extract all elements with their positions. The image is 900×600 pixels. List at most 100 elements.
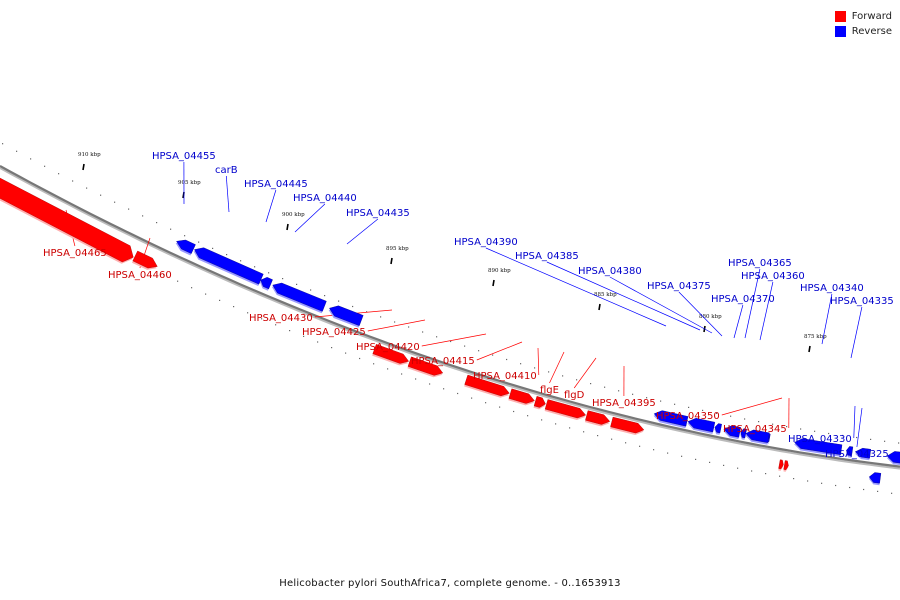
gene-arrow-carb[interactable] bbox=[194, 247, 264, 285]
gene-label-hpsa_04440[interactable]: HPSA_04440 bbox=[293, 193, 357, 204]
scale-dot bbox=[562, 375, 564, 377]
gene-label-hpsa_04445[interactable]: HPSA_04445 bbox=[244, 179, 308, 190]
gene-label-hpsa_04420[interactable]: HPSA_04420 bbox=[356, 342, 420, 353]
gene-arrow-hpsa_04380[interactable] bbox=[714, 423, 722, 434]
scale-dot bbox=[44, 165, 46, 167]
scale-dot bbox=[541, 419, 543, 421]
gene-label-flgd[interactable]: flgD bbox=[564, 390, 585, 401]
gene-label-carb[interactable]: carB bbox=[215, 165, 238, 176]
gene-arrow-hpsa_04330[interactable] bbox=[854, 447, 872, 459]
gene-arrow-hpsa_04335[interactable] bbox=[846, 446, 854, 457]
gene-label-hpsa_04345[interactable]: HPSA_04345 bbox=[723, 424, 787, 435]
scale-dot bbox=[737, 467, 739, 469]
scale-dot bbox=[289, 330, 291, 332]
gene-arrow-hpsa_04455[interactable] bbox=[176, 239, 196, 254]
gene-label-hpsa_04430[interactable]: HPSA_04430 bbox=[249, 313, 313, 324]
scale-dot bbox=[625, 442, 627, 444]
gene-arrow-flge[interactable] bbox=[544, 399, 587, 419]
gene-arrow-hpsa_04445[interactable] bbox=[260, 277, 273, 290]
gene-arrow-hpsa_04390[interactable] bbox=[653, 410, 689, 427]
scale-dot bbox=[128, 208, 130, 210]
gene-arrow-flgd[interactable] bbox=[585, 410, 611, 425]
gene-label-hpsa_04425[interactable]: HPSA_04425 bbox=[302, 327, 366, 338]
scale-dot bbox=[310, 289, 312, 291]
scale-dot bbox=[744, 418, 746, 420]
gene-arrow-hpsa_04435[interactable] bbox=[329, 305, 364, 326]
gene-label-hpsa_04380[interactable]: HPSA_04380 bbox=[578, 266, 642, 277]
gene-arrow-hpsa_04440[interactable] bbox=[272, 282, 327, 312]
gene-label-hpsa_04325[interactable]: HPSA_04325 bbox=[825, 449, 889, 460]
scale-dot bbox=[443, 388, 445, 390]
tick-label: 910 kbp bbox=[78, 152, 101, 158]
scale-dot bbox=[856, 436, 858, 439]
gene-arrow-edge[interactable] bbox=[886, 451, 900, 464]
gene-label-hpsa_04410[interactable]: HPSA_04410 bbox=[473, 371, 537, 382]
gene-arrow-hpsa_04420[interactable] bbox=[464, 374, 510, 397]
gene-arrow-hpsa_04325[interactable] bbox=[868, 472, 882, 484]
gene-label-hpsa_04365[interactable]: HPSA_04365 bbox=[728, 258, 792, 269]
scale-dot bbox=[338, 300, 340, 302]
scale-dot bbox=[842, 434, 844, 437]
scale-dot bbox=[863, 488, 865, 491]
gene-arrow-hpsa_04465[interactable] bbox=[0, 170, 134, 263]
gene-arrow-hpsa_04385[interactable] bbox=[687, 417, 716, 433]
gene-arrow-hpsa_04360[interactable] bbox=[768, 433, 771, 443]
gene-label-hpsa_04360[interactable]: HPSA_04360 bbox=[741, 271, 805, 282]
gene-arrow-hpsa_04375[interactable] bbox=[723, 425, 741, 438]
gene-label-hpsa_04385[interactable]: HPSA_04385 bbox=[515, 251, 579, 262]
forward-swatch bbox=[834, 11, 846, 22]
scale-dot bbox=[282, 278, 284, 280]
scale-dot bbox=[86, 187, 88, 189]
gene-label-hpsa_04350[interactable]: HPSA_04350 bbox=[656, 411, 720, 422]
gene-label-hpsa_04415[interactable]: HPSA_04415 bbox=[411, 356, 475, 367]
gene-arrow-hpsa_04460[interactable] bbox=[132, 250, 158, 269]
scale-dot bbox=[261, 318, 263, 320]
backbone-line bbox=[0, 165, 900, 468]
scale-dot bbox=[660, 400, 662, 402]
backbone-shadow bbox=[0, 167, 900, 470]
gene-label-hpsa_04330[interactable]: HPSA_04330 bbox=[788, 434, 852, 445]
gene-label-hpsa_04370[interactable]: HPSA_04370 bbox=[711, 294, 775, 305]
gene-arrow-hpsa_04340[interactable] bbox=[794, 438, 843, 455]
gene-arrow-hpsa_04350[interactable] bbox=[778, 459, 784, 470]
tick-label: 880 kbp bbox=[699, 314, 722, 320]
leader-line bbox=[265, 189, 277, 223]
gene-arrow-hpsa_04395[interactable] bbox=[610, 416, 645, 434]
gene-label-hpsa_04395[interactable]: HPSA_04395 bbox=[592, 398, 656, 409]
gene-arrow-hpsa_04415[interactable] bbox=[508, 388, 535, 404]
gene-label-hpsa_04465[interactable]: HPSA_04465 bbox=[43, 248, 107, 259]
gene-label-hpsa_04435[interactable]: HPSA_04435 bbox=[346, 208, 410, 219]
gene-arrow-hpsa_04410[interactable] bbox=[533, 396, 546, 408]
gene-arrow-hpsa_04345[interactable] bbox=[783, 460, 789, 471]
scale-dot bbox=[695, 458, 697, 460]
scale-dot bbox=[758, 421, 760, 423]
gene-label-flge[interactable]: flgE bbox=[540, 385, 559, 396]
gene-label-hpsa_04460[interactable]: HPSA_04460 bbox=[108, 270, 172, 281]
scale-dot bbox=[597, 435, 599, 437]
tick-mark bbox=[492, 279, 495, 287]
gene-label-hpsa_04335[interactable]: HPSA_04335 bbox=[830, 296, 894, 307]
gene-label-hpsa_04390[interactable]: HPSA_04390 bbox=[454, 237, 518, 248]
leader-line bbox=[733, 304, 744, 339]
gene-arrow-hpsa_04430[interactable] bbox=[372, 344, 410, 364]
scale-dot bbox=[247, 312, 249, 314]
scale-dot bbox=[870, 438, 872, 440]
legend-reverse[interactable]: Reverse bbox=[834, 24, 892, 39]
scale-dot bbox=[184, 235, 186, 237]
scale-dot bbox=[730, 415, 732, 417]
scale-dot bbox=[807, 480, 809, 482]
leader-line bbox=[856, 407, 863, 448]
scale-dot bbox=[198, 241, 200, 243]
gene-arrow-hpsa_04425[interactable] bbox=[407, 356, 444, 376]
leader-line bbox=[853, 405, 856, 439]
gene-label-hpsa_04375[interactable]: HPSA_04375 bbox=[647, 281, 711, 292]
scale-dot bbox=[681, 455, 683, 457]
scale-dot bbox=[100, 194, 102, 196]
scale-dot bbox=[324, 295, 326, 297]
gene-label-hpsa_04340[interactable]: HPSA_04340 bbox=[800, 283, 864, 294]
legend-forward[interactable]: Forward bbox=[834, 9, 892, 24]
tick-label: 885 kbp bbox=[594, 292, 617, 298]
scale-dot bbox=[793, 478, 795, 480]
gene-label-hpsa_04455[interactable]: HPSA_04455 bbox=[152, 151, 216, 162]
